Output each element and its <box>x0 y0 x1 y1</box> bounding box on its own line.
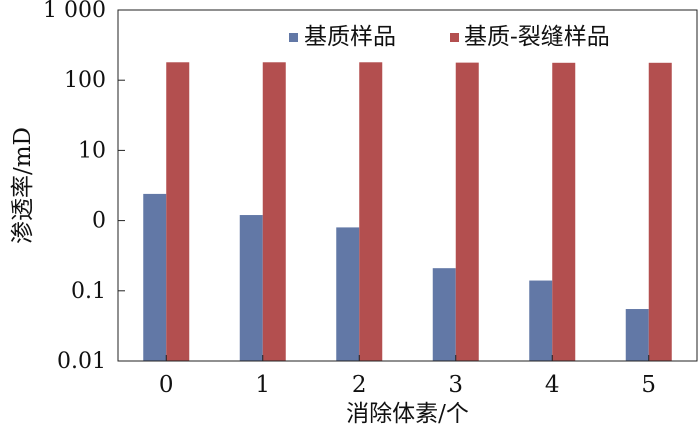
bar-series-1-0 <box>166 62 190 361</box>
x-tick-label: 2 <box>352 372 367 398</box>
x-tick-label: 3 <box>448 372 463 398</box>
y-tick-label: 1 000 <box>43 0 106 23</box>
y-tick-label: 0.01 <box>57 349 106 374</box>
legend-marker-1 <box>450 33 459 42</box>
x-tick-label: 1 <box>255 372 270 398</box>
bar-series-1-5 <box>648 62 672 362</box>
x-axis-title: 消除体素/个 <box>346 401 469 427</box>
legend-label-0: 基质样品 <box>304 24 396 50</box>
legend-marker-0 <box>289 33 298 42</box>
x-tick-label: 0 <box>159 372 174 398</box>
bars-layer <box>143 62 672 362</box>
axes-layer: 0.01 0.1 0 10 100 1 000 0 1 2 3 4 5 消除体素/个 渗透率/mD <box>10 0 698 427</box>
bar-series-0-4 <box>529 280 553 361</box>
bar-series-0-1 <box>239 215 263 361</box>
y-tick-label: 100 <box>64 68 106 93</box>
bar-series-1-2 <box>359 62 383 361</box>
legend: 基质样品 基质-裂缝样品 <box>289 24 610 50</box>
bar-series-1-4 <box>552 62 576 362</box>
y-axis-title: 渗透率/mD <box>10 127 36 244</box>
y-tick-label: 0 <box>92 209 106 234</box>
bar-series-1-3 <box>455 62 479 361</box>
y-tick-label: 0.1 <box>71 279 106 304</box>
bar-series-0-3 <box>432 268 456 361</box>
bar-series-1-1 <box>262 62 286 361</box>
bar-series-0-2 <box>336 227 360 361</box>
bar-series-0-5 <box>625 309 649 361</box>
legend-label-1: 基质-裂缝样品 <box>464 24 610 50</box>
bar-series-0-0 <box>143 193 167 361</box>
y-tick-label: 10 <box>78 138 106 163</box>
plot-frame <box>117 9 698 362</box>
x-tick-label: 4 <box>545 372 560 398</box>
x-tick-label: 5 <box>641 372 656 398</box>
